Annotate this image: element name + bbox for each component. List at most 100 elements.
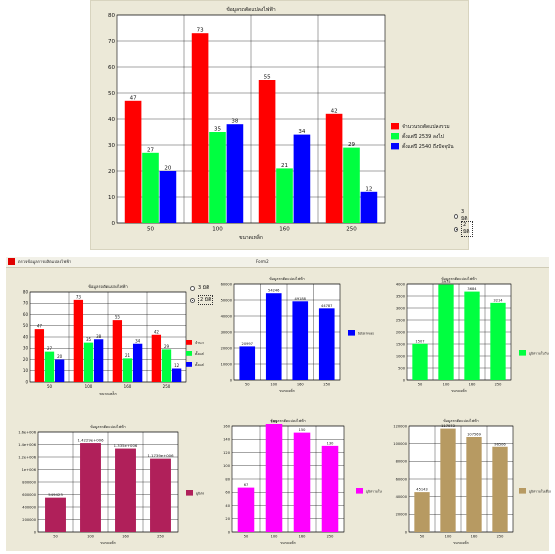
x-axis-title: ขนาดเหล็ก bbox=[453, 539, 469, 545]
y-tick-label: 10 bbox=[108, 195, 115, 201]
data-label: 3214 bbox=[493, 298, 503, 302]
bar-50-s2 bbox=[54, 359, 65, 382]
bar-160-s0 bbox=[258, 80, 276, 223]
radio-3d-option-small[interactable]: 3 มิติ bbox=[190, 284, 209, 292]
chart-title: ข้อมูลรถตัดแปลงไฟฟ้า bbox=[269, 276, 304, 281]
y-tick-label: 800000 bbox=[22, 480, 36, 484]
radio-2d-dot[interactable] bbox=[454, 226, 458, 232]
y-tick-label: 50 bbox=[23, 323, 29, 328]
x-tick-label: 250 bbox=[346, 227, 357, 233]
data-label: 1507 bbox=[415, 339, 424, 343]
bar-160-s2 bbox=[293, 134, 311, 223]
window-title: ตรวจข้อมูลการผลิตแปลงไฟฟ้า bbox=[18, 259, 72, 264]
y-tick-label: 0 bbox=[403, 378, 406, 382]
y-tick-label: 0 bbox=[25, 379, 28, 384]
radio-3d-option[interactable]: 3 มิติ bbox=[454, 209, 469, 223]
y-tick-label: 3000 bbox=[396, 306, 406, 310]
legend-label: ยูนิตรวมในปี bbox=[196, 491, 204, 496]
data-label: 3975 bbox=[441, 280, 450, 284]
bar-100-s0 bbox=[80, 443, 101, 532]
main-bar-chart: ข้อมูลรถตัดแปลงไฟฟ้า 0 10 20 30 40 50 60 70 80 50 1… bbox=[108, 6, 454, 241]
data-label: 73 bbox=[197, 28, 204, 34]
x-tick-label: 160 bbox=[297, 383, 305, 387]
unit-month-chart: ข้อมูลรถตัดแปลงไฟฟ้า 0 20000 40000 60000 8000… bbox=[393, 418, 551, 545]
y-tick-label: 60000 bbox=[396, 477, 408, 481]
radio-2d-dot-small[interactable] bbox=[190, 297, 195, 303]
y-tick-label: 0 bbox=[112, 221, 116, 227]
data-label: 42 bbox=[154, 329, 160, 334]
y-tick-label: 1.2e+006 bbox=[18, 455, 37, 459]
x-tick-label: 160 bbox=[469, 383, 477, 387]
legend-label: total kvas bbox=[358, 332, 374, 336]
radio-3d-dot-small[interactable] bbox=[190, 285, 195, 291]
data-label: 47 bbox=[130, 95, 137, 101]
legend-swatch bbox=[186, 340, 192, 345]
bar-100-s0 bbox=[191, 33, 209, 224]
y-tick-label: 60 bbox=[23, 312, 29, 317]
bar-250-s2 bbox=[171, 368, 182, 382]
y-tick-label: 20 bbox=[23, 357, 29, 362]
y-tick-label: 60 bbox=[225, 491, 230, 495]
bar-250-s0 bbox=[325, 113, 343, 223]
bar-250-s0 bbox=[151, 334, 162, 382]
legend-label: ยูนิตรวมในเดือน bbox=[529, 489, 551, 494]
y-tick-label: 600000 bbox=[22, 493, 36, 497]
radio-2d-label-small: 2 มิติ bbox=[198, 295, 214, 305]
data-label: 45143 bbox=[416, 488, 427, 492]
y-tick-label: 140 bbox=[223, 438, 231, 442]
bar-50-s0 bbox=[34, 329, 45, 382]
y-tick-label: 120 bbox=[223, 451, 231, 455]
grouped-bar-chart-small: ข้อมูลรถตัดแปลงไฟฟ้า 0 10 20 30 40 50 60 70 80 50 1… bbox=[23, 284, 204, 396]
bar-50-s2 bbox=[159, 171, 177, 223]
data-label: 29 bbox=[164, 344, 170, 349]
radio-2d-option[interactable]: 2 มิติ bbox=[454, 221, 473, 237]
x-axis-title: ขนาดเหล็ก bbox=[279, 387, 295, 393]
data-label: 20 bbox=[164, 166, 171, 172]
x-tick-label: 250 bbox=[157, 535, 165, 539]
y-tick-label: 100000 bbox=[393, 442, 407, 446]
data-label: 107569 bbox=[467, 432, 481, 436]
y-tick-label: 1.4e+006 bbox=[18, 443, 37, 447]
bar-250-s0 bbox=[150, 458, 171, 532]
data-label: 49188 bbox=[295, 297, 307, 301]
bar-250-s0 bbox=[318, 308, 335, 380]
x-axis-title: ขนาดเหล็ก bbox=[239, 233, 263, 241]
x-tick-label: 160 bbox=[122, 535, 130, 539]
bar-250-s1 bbox=[161, 349, 172, 382]
y-tick-label: 400000 bbox=[22, 505, 36, 509]
legend-label: ตั้งแต่ปี 2540 ถึงปัจจุบัน bbox=[402, 141, 454, 150]
data-label: 34 bbox=[135, 338, 141, 343]
y-tick-label: 60 bbox=[108, 65, 115, 71]
x-tick-label: 160 bbox=[279, 227, 290, 233]
bar-100-s2 bbox=[226, 124, 244, 223]
legend-swatch bbox=[391, 133, 399, 140]
legend-swatch bbox=[186, 351, 192, 356]
y-tick-label: 100 bbox=[223, 464, 231, 468]
total-kva-chart: ข้อมูลรถตัดแปลงไฟฟ้า 0 10000 20000 30000 4000… bbox=[221, 276, 375, 393]
y-tick-label: 0 bbox=[405, 530, 408, 534]
legend-swatch bbox=[186, 362, 192, 367]
y-tick-label: 200000 bbox=[22, 518, 36, 522]
radio-2d-option-small[interactable]: 2 มิติ bbox=[190, 295, 214, 305]
legend-label: จำนวนรถตัดแปลงรวม bbox=[402, 124, 450, 130]
x-tick-label: 250 bbox=[323, 383, 331, 387]
y-tick-label: 10000 bbox=[221, 362, 233, 366]
bar-50-s1 bbox=[44, 351, 55, 382]
bar-160-s1 bbox=[276, 168, 293, 223]
y-tick-label: 40 bbox=[225, 504, 230, 508]
radio-3d-dot[interactable] bbox=[454, 213, 458, 219]
x-tick-label: 160 bbox=[299, 535, 307, 539]
data-label: 12 bbox=[174, 363, 180, 368]
y-tick-label: 120000 bbox=[393, 424, 407, 428]
legend-label: ยูนิตรวมในวัน bbox=[529, 352, 550, 356]
legend-swatch bbox=[186, 490, 193, 496]
y-tick-label: 20000 bbox=[221, 346, 233, 350]
data-label: 150 bbox=[299, 428, 307, 432]
data-label: 20 bbox=[57, 354, 63, 359]
y-tick-label: 20 bbox=[108, 169, 115, 175]
x-tick-label: 50 bbox=[53, 535, 58, 539]
x-tick-label: 50 bbox=[420, 535, 425, 539]
data-label: 3684 bbox=[467, 287, 477, 291]
bar-50-s1 bbox=[142, 152, 159, 223]
bar-160-s1 bbox=[122, 358, 133, 382]
